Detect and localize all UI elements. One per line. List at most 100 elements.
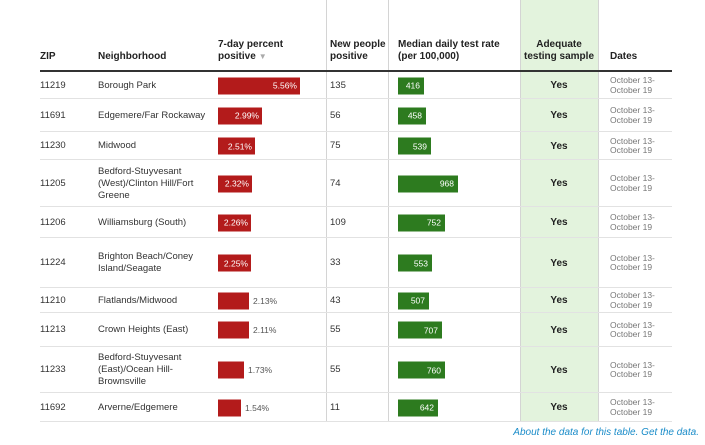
adequate-cell: Yes [520,288,598,313]
get-data-link[interactable]: Get the data. [641,427,699,438]
row-divider [40,421,672,422]
new-positive-cell: 56 [330,109,341,121]
percent-positive-value: 2.25% [223,258,248,268]
test-rate-value: 458 [407,110,422,121]
new-positive-cell: 74 [330,177,341,189]
table-row: 11230 Midwood 2.51% 75 539 Yes October 13-Octo… [0,132,705,160]
sort-desc-icon: ▼ [258,52,267,61]
dates-cell: October 13-October 19 [610,397,655,417]
zip-cell: 11219 [40,79,66,91]
row-divider [40,237,672,238]
percent-positive-value: 5.56% [272,80,297,91]
percent-positive-bar [218,321,249,339]
adequate-value: Yes [550,324,568,336]
percent-positive-value: 2.32% [224,178,249,189]
about-data-link[interactable]: About the data for this table. [513,427,639,438]
test-rate-value: 642 [419,402,434,413]
adequate-cell: Yes [520,99,598,132]
percent-positive-value: 2.51% [227,141,252,151]
test-rate-bar: 507 [398,292,429,309]
test-rate-bar: 458 [398,107,426,124]
adequate-value: Yes [550,364,568,376]
new-positive-cell: 55 [330,324,341,335]
header-neighborhood[interactable]: Neighborhood [98,51,167,62]
neighborhood-cell: Flatlands/Midwood [98,294,178,306]
adequate-cell: Yes [520,207,598,238]
new-positive-cell: 135 [330,79,346,91]
percent-positive-bar: 5.56% [218,77,300,94]
test-rate-bar: 642 [398,399,438,416]
percent-positive-bar: 2.26% [218,214,251,231]
header-percent-label: 7-day percent positive [218,39,284,62]
zip-cell: 11224 [40,257,66,268]
dates-cell: October 13-October 19 [610,105,655,125]
row-divider [40,392,672,393]
adequate-cell: Yes [520,160,598,207]
row-divider [40,312,672,313]
adequate-value: Yes [550,257,568,269]
adequate-cell: Yes [520,347,598,393]
header-dates[interactable]: Dates [610,51,638,62]
new-positive-cell: 11 [330,401,340,413]
neighborhood-cell: Williamsburg (South) [98,216,187,228]
header-zip[interactable]: ZIP [40,51,56,62]
zip-cell: 11213 [40,324,66,335]
dates-cell: October 13-October 19 [610,319,655,339]
dates-cell: October 13-October 19 [610,135,655,155]
percent-positive-bar: 2.32% [218,175,252,192]
test-rate-value: 707 [423,325,438,335]
dates-cell: October 13-October 19 [610,359,655,379]
table-row: 11210 Flatlands/Midwood 2.13% 43 507 Yes Octob… [0,288,705,313]
new-positive-cell: 109 [330,216,346,228]
table-header: ZIP Neighborhood 7-day percent positive ▼… [0,0,705,70]
header-test-rate[interactable]: Median daily test rate (per 100,000) [398,39,500,62]
table-row: 11692 Arverne/Edgemere 1.54% 11 642 Yes Octobe… [0,393,705,422]
adequate-cell: Yes [520,313,598,347]
test-rate-value: 416 [405,80,420,91]
adequate-value: Yes [550,402,568,413]
dates-cell: October 13-October 19 [610,252,655,272]
adequate-cell: Yes [520,132,598,160]
test-rate-bar: 752 [398,214,445,231]
zip-cell: 11205 [40,177,66,189]
zip-cell: 11210 [40,294,66,306]
adequate-value: Yes [550,178,568,189]
percent-positive-bar: 2.25% [218,254,251,272]
table-row: 11233 Bedford-Stuyvesant (East)/Ocean Hil… [0,347,705,393]
percent-positive-bar: 2.99% [218,107,262,124]
zip-cell: 11691 [40,109,66,121]
percent-positive-value: 1.73% [248,365,273,375]
percent-positive-bar [218,399,241,416]
neighborhood-cell: Crown Heights (East) [98,324,189,335]
table-row: 11206 Williamsburg (South) 2.26% 109 752 Yes O… [0,207,705,238]
test-rate-bar: 416 [398,77,424,94]
zip-cell: 11233 [40,364,66,375]
header-adequate-sample[interactable]: Adequate testing sample [523,39,595,62]
neighborhood-cell: Bedford-Stuyvesant (West)/Clinton Hill/F… [98,165,194,201]
header-new-positive[interactable]: New people positive [330,39,386,62]
header-percent-positive[interactable]: 7-day percent positive ▼ [218,39,318,63]
neighborhood-cell: Edgemere/Far Rockaway [98,109,206,121]
new-positive-cell: 33 [330,257,341,268]
zip-cell: 11206 [40,216,66,228]
table-row: 11213 Crown Heights (East) 2.11% 55 707 Yes Oc… [0,313,705,347]
adequate-value: Yes [550,140,568,152]
percent-positive-bar: 2.51% [218,137,255,155]
percent-positive-value: 2.13% [253,295,278,306]
test-rate-value: 760 [426,365,441,375]
table-row: 11224 Brighton Beach/Coney Island/Seagate… [0,238,705,288]
percent-positive-value: 1.54% [245,402,270,413]
column-divider [326,0,327,422]
zip-cell: 11230 [40,140,66,151]
dates-cell: October 13-October 19 [610,212,655,232]
dates-cell: October 13-October 19 [610,75,655,95]
neighborhood-cell: Midwood [98,140,137,151]
row-divider [40,206,672,207]
dates-cell: October 13-October 19 [610,290,655,310]
neighborhood-cell: Bedford-Stuyvesant (East)/Ocean Hill-Bro… [98,352,182,387]
column-divider [598,0,599,422]
neighborhood-cell: Borough Park [98,79,157,91]
adequate-value: Yes [550,295,568,306]
adequate-value: Yes [550,110,568,121]
